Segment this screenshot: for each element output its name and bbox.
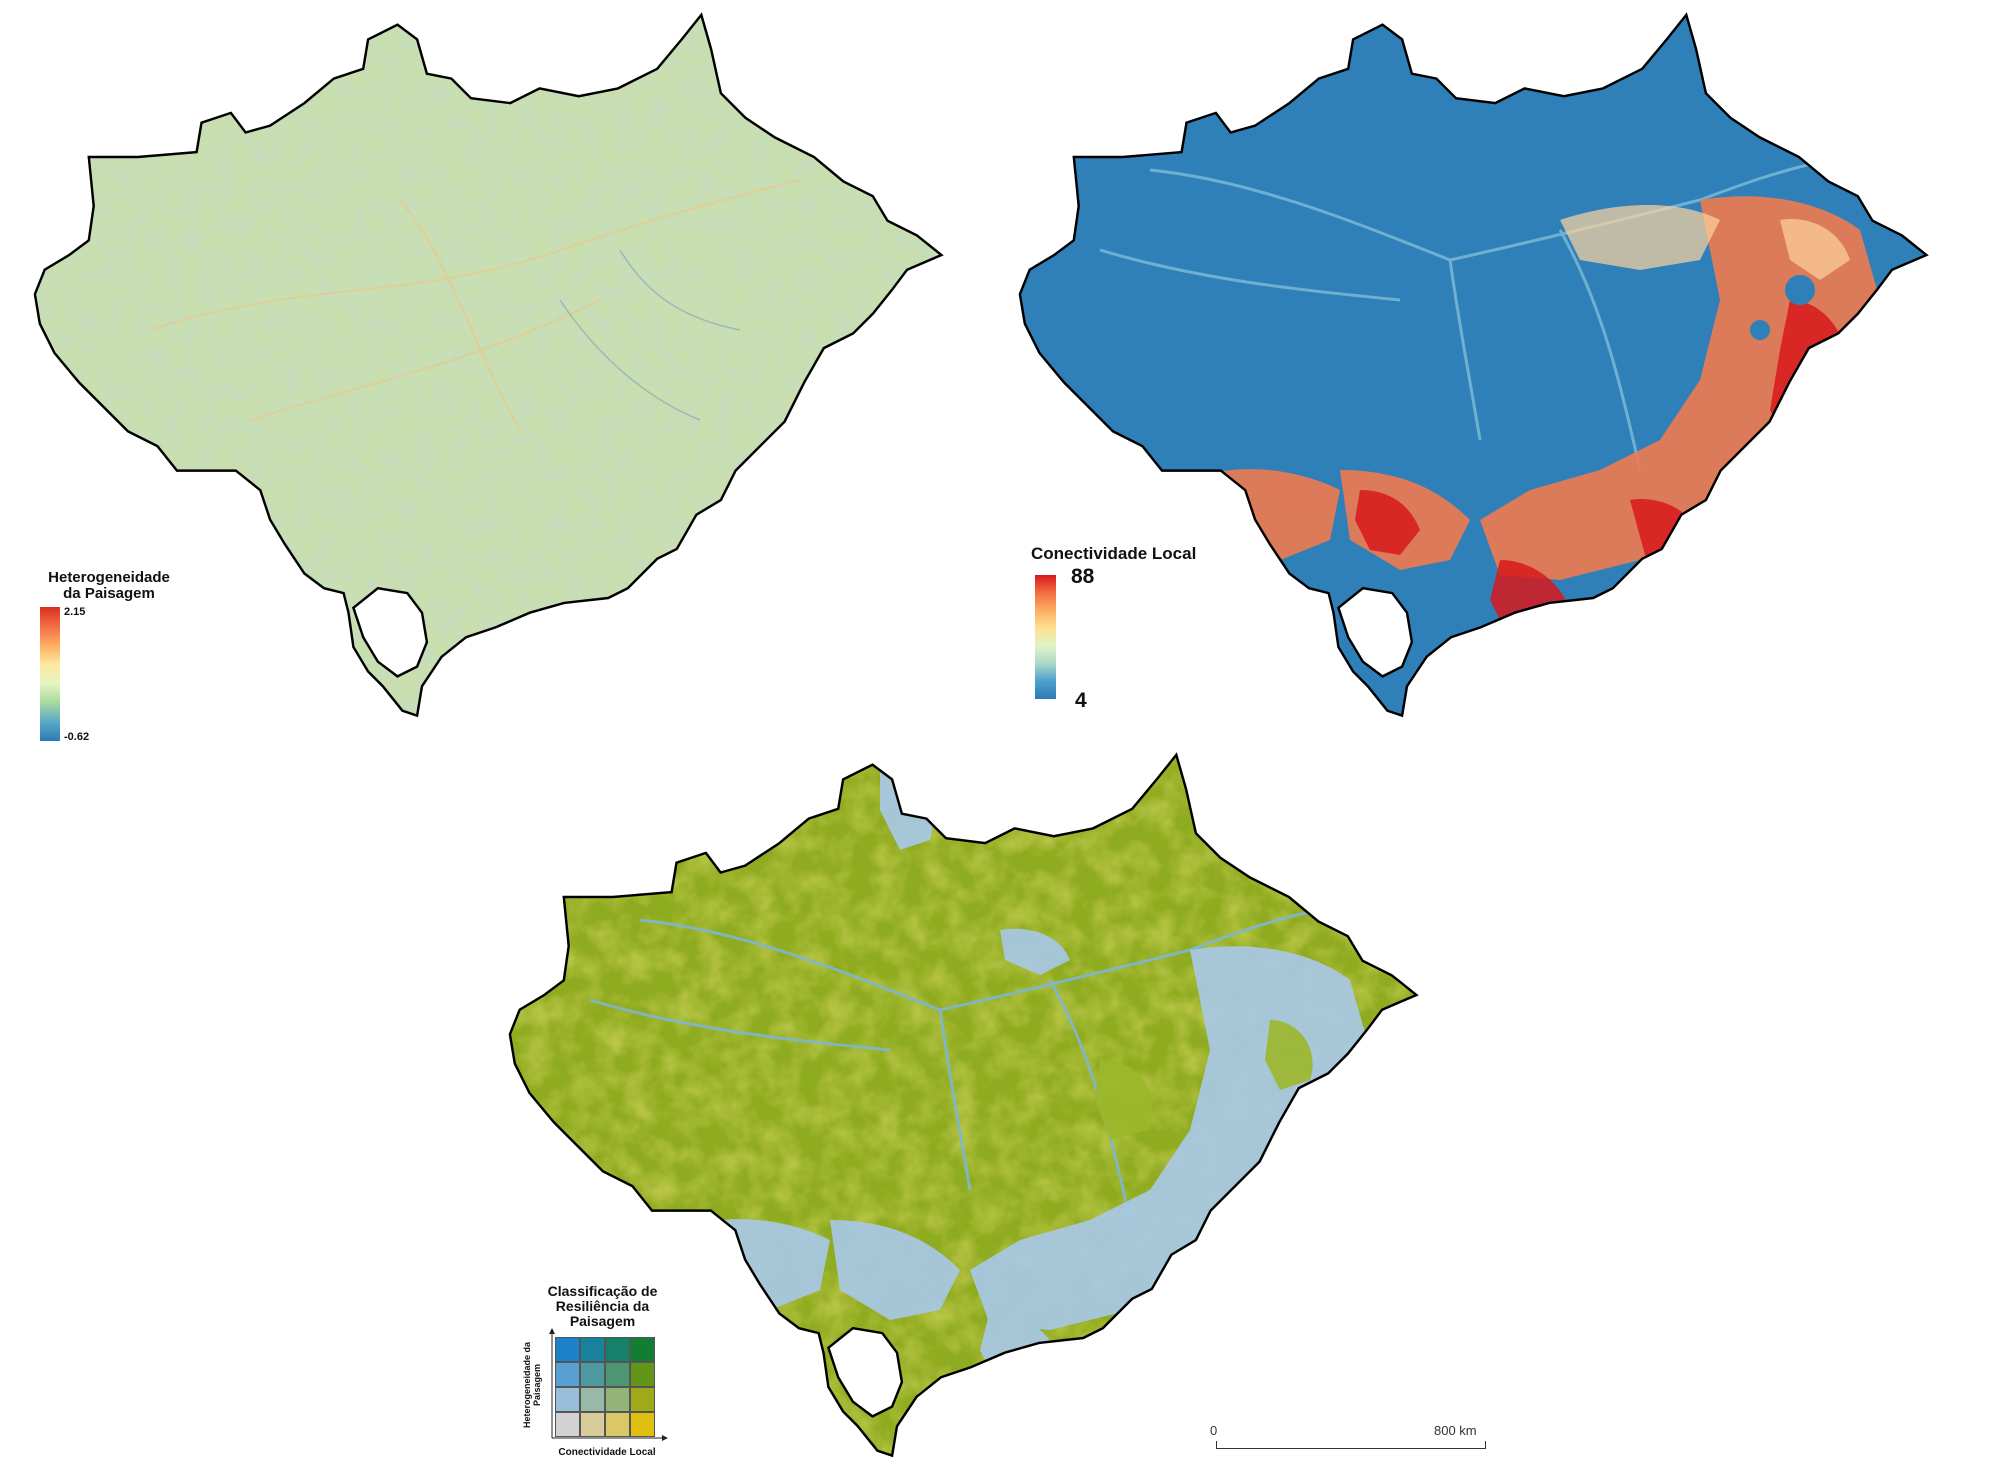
- bivariate-y-axis-label: Heterogeneidade da Paisagem: [522, 1341, 542, 1429]
- connectivity-max-label: 88: [1071, 565, 1095, 588]
- connectivity-legend-title: Conectividade Local: [1031, 544, 1197, 563]
- bivariate-cell-1-2: [605, 1362, 630, 1387]
- bivariate-cell-3-1: [580, 1412, 605, 1437]
- bivariate-cell-2-2: [605, 1387, 630, 1412]
- bivariate-cell-1-1: [580, 1362, 605, 1387]
- connectivity-color-ramp: [1035, 575, 1056, 699]
- heterogeneity-map: [33, 13, 943, 717]
- bivariate-axes: [549, 1328, 668, 1441]
- bivariate-cell-0-3: [630, 1337, 655, 1362]
- scale-bar-tick-end: [1485, 1441, 1486, 1448]
- connectivity-min-label: 4: [1075, 689, 1087, 712]
- resilience-legend-title: Classificação de Resiliência da Paisagem: [520, 1284, 685, 1329]
- scale-bar-end-label: 800 km: [1434, 1423, 1477, 1438]
- bivariate-cell-3-0: [555, 1412, 580, 1437]
- heterogeneity-legend-title-line1: Heterogeneidade: [48, 569, 170, 586]
- bivariate-cell-0-2: [605, 1337, 630, 1362]
- resilience-bivariate-legend: [555, 1337, 655, 1437]
- bivariate-cell-2-3: [630, 1387, 655, 1412]
- bivariate-cell-2-0: [555, 1387, 580, 1412]
- resilience-legend-title-line1: Classificação de: [547, 1283, 658, 1299]
- resilience-legend-title-line2: Resiliência da: [555, 1298, 650, 1314]
- scale-bar: [1216, 1448, 1486, 1449]
- heterogeneity-legend-title: Heterogeneidade da Paisagem: [34, 570, 184, 602]
- bivariate-cell-1-0: [555, 1362, 580, 1387]
- heterogeneity-legend-title-line2: da Paisagem: [63, 585, 155, 602]
- bivariate-cell-1-3: [630, 1362, 655, 1387]
- bivariate-cell-3-2: [605, 1412, 630, 1437]
- bivariate-cell-3-3: [630, 1412, 655, 1437]
- scale-bar-tick-start: [1216, 1441, 1217, 1448]
- bivariate-x-axis-label: Conectividade Local: [558, 1447, 656, 1458]
- bivariate-cell-2-1: [580, 1387, 605, 1412]
- resilience-legend-title-line3: Paisagem: [569, 1313, 636, 1329]
- bivariate-cell-0-0: [555, 1337, 580, 1362]
- connectivity-map: [1018, 13, 1928, 717]
- heterogeneity-max-label: 2.15: [64, 606, 86, 618]
- bivariate-cell-0-1: [580, 1337, 605, 1362]
- scale-bar-start-label: 0: [1210, 1423, 1218, 1438]
- heterogeneity-color-ramp: [40, 607, 60, 741]
- heterogeneity-min-label: -0.62: [64, 731, 90, 743]
